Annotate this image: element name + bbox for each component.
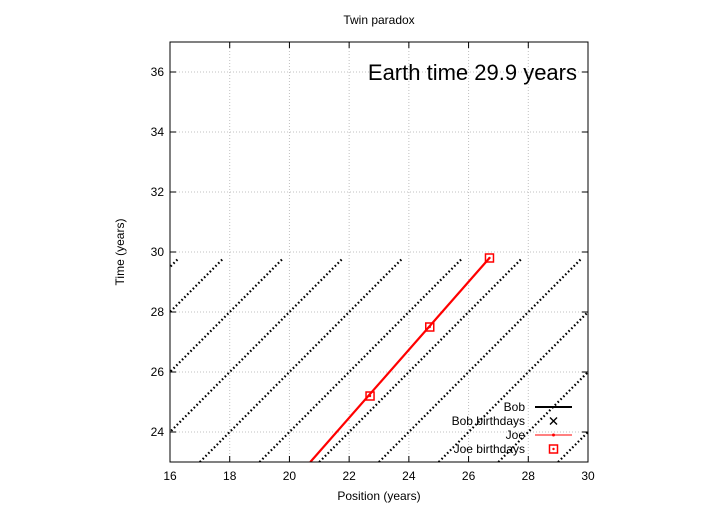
legend-square-dot (552, 447, 555, 451)
joe-worldline (309, 257, 491, 462)
x-tick-label: 20 (283, 469, 297, 483)
y-tick-label: 28 (151, 305, 165, 319)
plot-frame (169, 41, 589, 463)
y-tick-label: 26 (151, 365, 165, 379)
bob-worldline (437, 310, 588, 462)
chart-title: Twin paradox (343, 13, 414, 27)
legend-square-icon (548, 444, 559, 454)
bob-worldline (557, 430, 588, 462)
bob-worldline (258, 257, 464, 462)
bob-worldline (378, 257, 583, 462)
x-tick-label: 16 (163, 469, 177, 483)
x-tick-label: 30 (581, 469, 595, 483)
grid (170, 42, 588, 462)
bob-worldline (170, 257, 285, 374)
y-tick-label: 30 (151, 245, 165, 259)
bob-worldline (199, 257, 404, 462)
y-tick-label: 32 (151, 185, 165, 199)
joe-birthday-dot (428, 325, 431, 329)
bob-worldline (648, 258, 720, 462)
x-tick-label: 24 (402, 469, 416, 483)
axis-ticks: 16 18 20 22 24 26 28 30 24 26 28 30 32 34 36 (151, 42, 595, 483)
bob-worldline (318, 257, 524, 462)
x-tick-label: 28 (522, 469, 536, 483)
legend-label: Bob birthdays (452, 414, 525, 428)
joe-birthday-marker (425, 322, 435, 332)
joe-birthday-dot (368, 394, 372, 398)
x-tick-label: 26 (462, 469, 476, 483)
bob-worldline (170, 257, 225, 314)
y-tick-label: 24 (151, 425, 165, 439)
joe-birthday-marker (484, 253, 495, 263)
legend-label: Joe birthdays (454, 442, 525, 456)
y-tick-label: 34 (151, 125, 165, 139)
legend-cross-icon (549, 417, 558, 425)
legend-joe-dot (552, 433, 555, 437)
x-tick-label: 22 (342, 469, 356, 483)
joe-birthday-marker (365, 391, 375, 401)
plot-area (0, 253, 720, 462)
joe-birthday-dot (488, 256, 491, 260)
earth-time-annotation: Earth time 29.9 years (368, 60, 577, 85)
bob-worldline (0, 258, 140, 462)
legend-label: Bob (504, 400, 526, 414)
y-axis-label: Time (years) (113, 219, 127, 286)
y-tick-label: 36 (151, 65, 165, 79)
bob-worldline (170, 257, 344, 434)
bob-worldline (497, 370, 588, 462)
x-tick-label: 18 (223, 469, 237, 483)
x-axis-label: Position (years) (337, 489, 420, 503)
legend-label: Joe (506, 428, 526, 442)
